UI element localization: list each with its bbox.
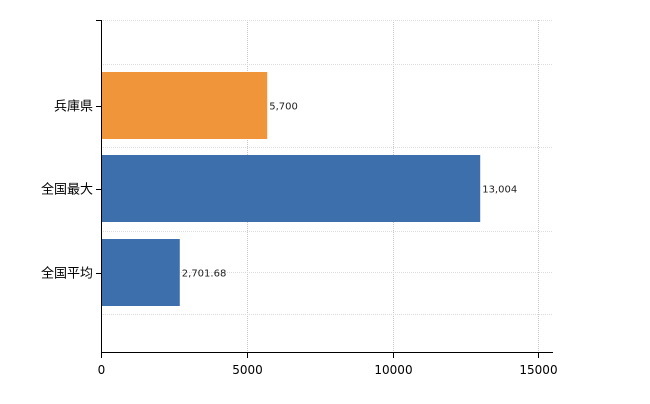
bar-value-label-2: 2,701.68: [182, 269, 227, 280]
x-tick-label-3: 15000: [519, 363, 557, 377]
axes: [96, 20, 553, 358]
bar-2: [101, 239, 180, 306]
x-tick-label-2: 10000: [374, 363, 412, 377]
bars: [101, 72, 481, 306]
x-tick-label-0: 0: [98, 363, 106, 377]
y-tick-label-2: 全国平均: [41, 266, 93, 282]
x-tick-label-1: 5000: [232, 363, 263, 377]
y-tick-label-1: 全国最大: [41, 182, 93, 198]
bar-value-label-1: 13,004: [482, 185, 517, 196]
bar-1: [101, 155, 481, 222]
grid-lines: [101, 20, 553, 352]
y-tick-label-0: 兵庫県: [54, 100, 93, 115]
bar-0: [101, 72, 268, 139]
bar-value-label-0: 5,700: [269, 102, 298, 113]
